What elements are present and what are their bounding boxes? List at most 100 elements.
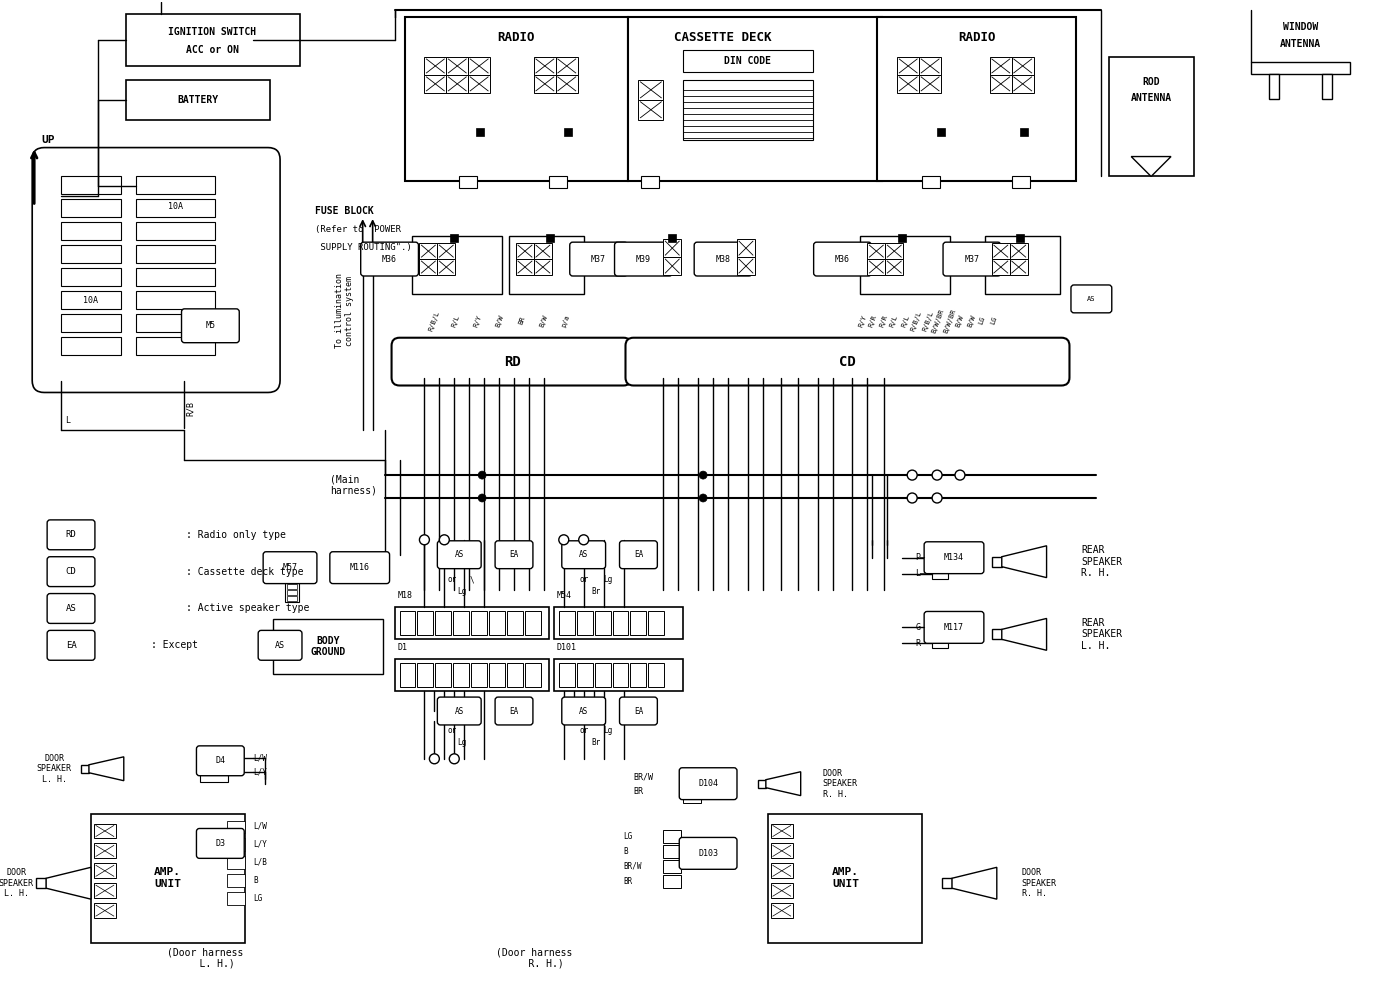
- Bar: [933, 564, 948, 578]
- Text: L/Y: L/Y: [253, 840, 267, 849]
- FancyBboxPatch shape: [924, 611, 984, 644]
- FancyBboxPatch shape: [569, 242, 628, 276]
- Bar: [639, 100, 664, 120]
- Text: M39: M39: [636, 255, 651, 264]
- Bar: [664, 875, 681, 888]
- Text: R/Y: R/Y: [473, 313, 483, 327]
- Text: R/R: R/R: [880, 313, 889, 327]
- FancyBboxPatch shape: [361, 242, 419, 276]
- Bar: [468, 75, 490, 93]
- FancyBboxPatch shape: [562, 697, 606, 725]
- Circle shape: [479, 471, 486, 479]
- Text: REAR
SPEAKER
R. H.: REAR SPEAKER R. H.: [1082, 545, 1122, 578]
- Bar: [136, 268, 216, 286]
- Bar: [136, 222, 216, 240]
- FancyBboxPatch shape: [614, 242, 672, 276]
- Text: EA: EA: [509, 706, 519, 715]
- FancyBboxPatch shape: [496, 541, 533, 568]
- FancyBboxPatch shape: [942, 242, 1001, 276]
- Circle shape: [699, 471, 707, 479]
- Text: RD: RD: [504, 354, 521, 369]
- Text: or: or: [579, 726, 589, 735]
- Bar: [405, 17, 628, 182]
- Text: AMP.
UNIT: AMP. UNIT: [832, 867, 859, 889]
- Text: B/W/BR: B/W/BR: [931, 308, 945, 333]
- Bar: [459, 177, 477, 188]
- Bar: [576, 611, 593, 635]
- Text: or: or: [448, 575, 457, 584]
- Bar: [919, 75, 941, 93]
- Text: M36: M36: [381, 255, 397, 264]
- Bar: [454, 611, 469, 635]
- Bar: [594, 611, 611, 635]
- Bar: [564, 128, 572, 136]
- Text: D1: D1: [398, 643, 408, 652]
- Text: DOOR
SPEAKER
L. H.: DOOR SPEAKER L. H.: [36, 754, 71, 784]
- Text: EA: EA: [633, 706, 643, 715]
- Bar: [1012, 177, 1030, 188]
- Bar: [555, 57, 578, 75]
- Bar: [273, 619, 383, 675]
- Bar: [447, 75, 468, 93]
- Bar: [535, 243, 551, 259]
- Circle shape: [419, 535, 429, 545]
- Text: EA: EA: [633, 551, 643, 559]
- Text: RADIO: RADIO: [958, 31, 995, 44]
- Bar: [683, 50, 813, 72]
- Text: M116: M116: [349, 563, 370, 572]
- Bar: [516, 243, 535, 259]
- Bar: [986, 236, 1059, 294]
- Bar: [612, 611, 628, 635]
- Bar: [489, 664, 505, 687]
- Bar: [922, 177, 940, 188]
- Polygon shape: [766, 772, 800, 796]
- Circle shape: [699, 494, 707, 502]
- Text: B: B: [253, 876, 258, 885]
- Text: L/B: L/B: [253, 858, 267, 867]
- Circle shape: [558, 535, 569, 545]
- Bar: [664, 845, 681, 858]
- Circle shape: [429, 754, 440, 764]
- Bar: [125, 80, 270, 120]
- Bar: [425, 75, 447, 93]
- Bar: [400, 664, 415, 687]
- Bar: [664, 860, 681, 873]
- Bar: [472, 664, 487, 687]
- Bar: [683, 80, 813, 140]
- Text: M37: M37: [965, 255, 980, 264]
- Bar: [771, 863, 792, 878]
- FancyBboxPatch shape: [619, 541, 657, 568]
- Bar: [454, 664, 469, 687]
- Polygon shape: [89, 757, 124, 781]
- Bar: [90, 813, 245, 943]
- Bar: [877, 17, 1076, 182]
- Bar: [771, 823, 792, 838]
- Bar: [400, 611, 415, 635]
- Bar: [61, 268, 121, 286]
- Text: D104: D104: [699, 779, 718, 789]
- Bar: [768, 813, 922, 943]
- FancyBboxPatch shape: [181, 309, 239, 342]
- Text: or: or: [579, 575, 589, 584]
- Text: Br: Br: [592, 738, 600, 747]
- Bar: [1020, 128, 1027, 136]
- Text: 10A: 10A: [168, 201, 184, 211]
- Bar: [450, 234, 458, 242]
- Bar: [992, 259, 1009, 275]
- Bar: [227, 892, 245, 905]
- Bar: [419, 259, 437, 275]
- Text: R/L: R/L: [901, 313, 912, 327]
- Bar: [489, 611, 505, 635]
- Text: M134: M134: [944, 554, 965, 562]
- Text: R/B/L: R/B/L: [910, 310, 923, 331]
- Bar: [136, 291, 216, 309]
- Bar: [664, 239, 681, 257]
- Bar: [468, 57, 490, 75]
- Text: AS: AS: [579, 706, 589, 715]
- Text: AS: AS: [65, 604, 77, 613]
- Text: AS: AS: [455, 551, 464, 559]
- Polygon shape: [1132, 157, 1171, 177]
- FancyBboxPatch shape: [437, 541, 482, 568]
- Bar: [683, 790, 702, 803]
- Bar: [525, 664, 541, 687]
